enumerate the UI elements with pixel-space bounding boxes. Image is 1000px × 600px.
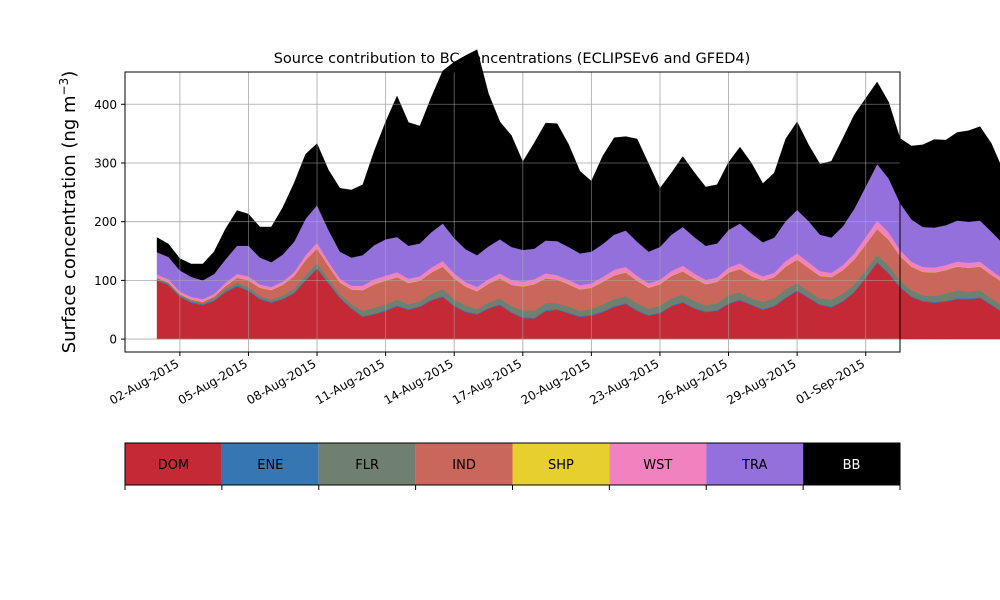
legend-label-wst: WST [643, 458, 672, 473]
y-tick-label: 300 [94, 156, 117, 170]
y-tick-label: 100 [94, 274, 117, 288]
x-tick-label: 11-Aug-2015 [313, 356, 387, 407]
x-tick-label: 01-Sep-2015 [793, 356, 867, 407]
x-tick-label: 14-Aug-2015 [381, 356, 455, 407]
legend-swatch-dom [125, 443, 222, 485]
legend-label-shp: SHP [548, 458, 574, 473]
legend-swatch-wst [609, 443, 707, 485]
x-tick-label: 05-Aug-2015 [176, 356, 250, 407]
x-axis-ticks: 02-Aug-201505-Aug-201508-Aug-201511-Aug-… [107, 352, 867, 407]
x-tick-label: 02-Aug-2015 [107, 356, 181, 407]
chart-title: Source contribution to BC concentrations… [274, 51, 751, 67]
y-tick-label: 200 [94, 215, 117, 229]
legend-swatch-ind [415, 443, 513, 485]
legend-colorbar: DOM ENE FLR IND SHP WST TRA BB [124, 442, 901, 490]
x-tick-label: 17-Aug-2015 [450, 356, 524, 407]
plot-frame [124, 71, 901, 353]
legend-label-bb: BB [843, 458, 861, 473]
x-tick-label: 29-Aug-2015 [724, 356, 798, 407]
legend-label-ind: IND [452, 458, 476, 473]
y-axis-label: Surface concentration (ng m−3) [57, 71, 80, 354]
y-axis-ticks: 0 100 200 300 400 [94, 98, 125, 347]
legend-swatch-bb [803, 443, 900, 485]
grid-lines-overlay [125, 72, 900, 352]
legend-label-flr: FLR [355, 458, 379, 473]
y-tick-label: 400 [94, 98, 117, 112]
y-tick-label: 0 [109, 333, 117, 347]
x-tick-label: 20-Aug-2015 [519, 356, 593, 407]
legend-label-tra: TRA [741, 458, 767, 473]
legend-swatch-tra [706, 443, 804, 485]
area-series [156, 49, 1000, 340]
legend-swatch-ene [221, 443, 319, 485]
x-tick-label: 23-Aug-2015 [587, 356, 661, 407]
legend-swatch-shp [512, 443, 610, 485]
x-tick-label: 08-Aug-2015 [244, 356, 318, 407]
legend-label-dom: DOM [158, 458, 189, 473]
x-tick-label: 26-Aug-2015 [656, 356, 730, 407]
legend-swatch-flr [318, 443, 416, 485]
legend-label-ene: ENE [257, 458, 283, 473]
